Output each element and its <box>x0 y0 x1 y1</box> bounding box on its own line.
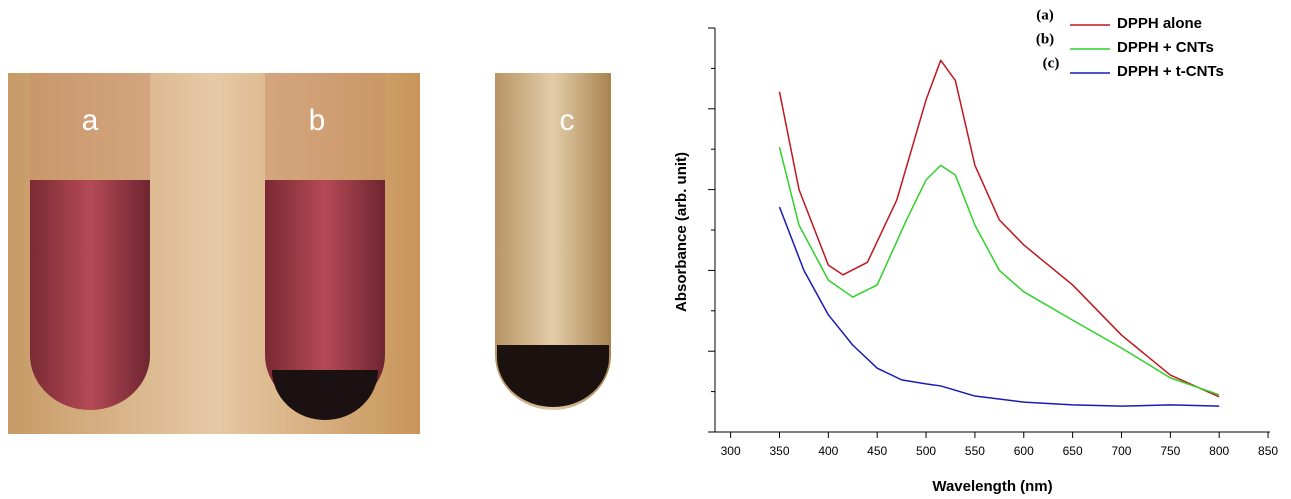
x-tick-label: 350 <box>769 444 789 458</box>
x-axis-label: Wavelength (nm) <box>932 478 1052 495</box>
chart: 300 350 400 450 500 550 600 650 700 750 800 850 Wave… <box>673 7 1278 495</box>
legend-prefix: (b) <box>1036 31 1054 47</box>
x-tick-label: 850 <box>1258 444 1278 458</box>
tube <box>495 73 611 410</box>
tube-liquid <box>265 180 385 410</box>
series-line <box>778 146 1220 396</box>
x-tick-label: 750 <box>1160 444 1180 458</box>
x-tick-label: 800 <box>1209 444 1229 458</box>
x-tick-label: 400 <box>818 444 838 458</box>
tube-label: a <box>82 104 99 137</box>
x-tick-label: 300 <box>721 444 741 458</box>
series-line <box>778 206 1220 407</box>
x-tick-label: 450 <box>867 444 887 458</box>
x-tick-label: 600 <box>1014 444 1034 458</box>
legend-prefix: (a) <box>1036 7 1054 23</box>
tube-liquid <box>30 180 150 410</box>
series-line <box>778 59 1220 398</box>
x-tick-label: 700 <box>1111 444 1131 458</box>
legend-label: DPPH + CNTs <box>1117 39 1214 56</box>
x-tick-label: 550 <box>965 444 985 458</box>
photo: a b c <box>8 73 611 434</box>
legend-prefix: (c) <box>1043 55 1060 71</box>
legend-label: DPPH + t-CNTs <box>1117 63 1224 80</box>
tube-label: b <box>309 104 326 137</box>
tube-label: c <box>560 104 575 137</box>
y-axis-label: Absorbance (arb. unit) <box>673 152 690 312</box>
sediment <box>272 370 378 420</box>
sediment <box>497 345 609 407</box>
x-tick-label: 650 <box>1063 444 1083 458</box>
x-tick-label: 500 <box>916 444 936 458</box>
legend-label: DPPH alone <box>1117 15 1202 32</box>
